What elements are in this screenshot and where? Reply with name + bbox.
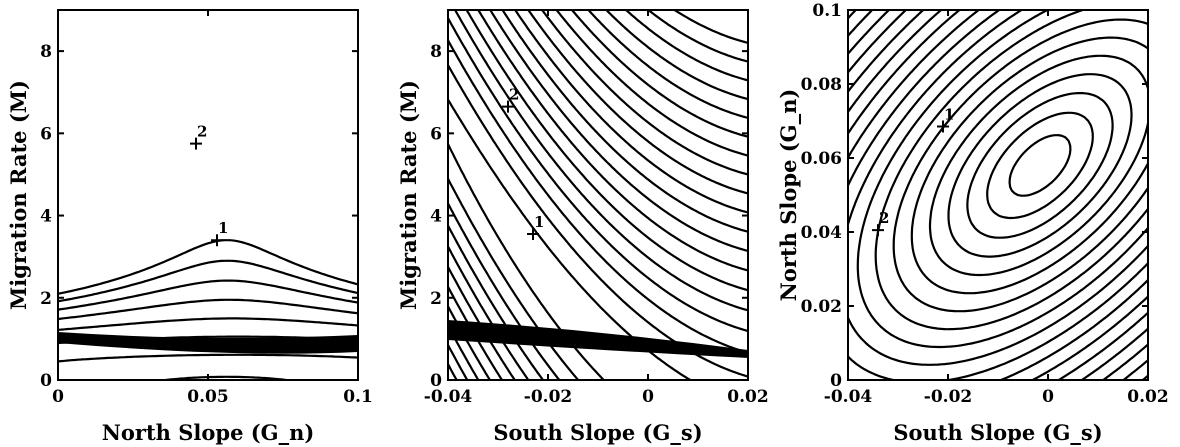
- contour-line-15: [848, 10, 1148, 380]
- contour-line-15: [587, 10, 748, 119]
- contour-line-8: [856, 10, 1148, 349]
- contour-line-2: [966, 91, 1114, 239]
- y-tick-label: 0.06: [801, 149, 842, 169]
- contour-line-19: [58, 279, 358, 311]
- contour-line-14: [848, 10, 1148, 380]
- y-tick-label: 0.08: [801, 75, 842, 95]
- x-tick-label: 0: [52, 387, 64, 407]
- y-tick-label: 4: [430, 207, 442, 227]
- y-tick-label: 0.04: [801, 223, 843, 243]
- y-tick-label: 0: [430, 371, 442, 391]
- x-tick-label: 0.02: [727, 387, 768, 407]
- x-axis-label: South Slope (G_s): [893, 420, 1102, 445]
- marker-label-1: 1: [218, 219, 228, 237]
- marker-cross-2: [872, 224, 884, 237]
- axes-frame: [847, 9, 1149, 381]
- marker-cross-2: [502, 100, 514, 113]
- contour-line-19: [673, 10, 748, 44]
- contour-line-11: [848, 10, 1148, 380]
- contour-line-4: [448, 17, 748, 380]
- contour-line-12: [848, 10, 1148, 380]
- marker-label-1: 1: [534, 213, 544, 231]
- x-tick-label: -0.04: [824, 387, 873, 407]
- y-tick-label: 0.1: [812, 1, 842, 21]
- y-tick-label: 2: [40, 289, 52, 309]
- contour-line-20: [58, 259, 358, 303]
- contour-line-18: [848, 10, 857, 20]
- y-tick-label: 6: [40, 124, 52, 144]
- dense-contour-band: [448, 320, 748, 358]
- y-tick-label: 8: [430, 42, 442, 62]
- contour-line-3: [947, 73, 1133, 258]
- panel-south-slope-vs-migration-rate: -0.04 -0.02 0 0.02 0 2 4 6 8 South Slope (G_s) Mig…: [396, 9, 769, 445]
- x-axis-label: North Slope (G_n): [102, 420, 315, 445]
- x-tick-label: 0.1: [343, 387, 373, 407]
- contour-line-17: [848, 10, 1148, 380]
- x-tick-label: 0: [1042, 387, 1054, 407]
- panel-south-slope-vs-north-slope: -0.04 -0.02 0 0.02 0 0.02 0.04 0.06 0.08 0.1 South…: [776, 1, 1169, 445]
- marker-cross-1: [211, 234, 223, 247]
- contour-line-7: [874, 10, 1148, 331]
- y-tick-label: 6: [430, 124, 442, 144]
- contour-line-13: [848, 10, 1148, 380]
- contour-line-14: [570, 10, 748, 138]
- contour-line-11: [448, 10, 748, 380]
- contour-line-17: [58, 317, 358, 331]
- y-tick-label: 8: [40, 42, 52, 62]
- y-axis-label: North Slope (G_n): [776, 89, 801, 302]
- contour-line-21: [58, 239, 358, 295]
- x-tick-label: -0.04: [424, 387, 473, 407]
- contour-line-0: [1008, 134, 1072, 197]
- contour-lines: [848, 10, 1148, 380]
- axes-frame: [57, 9, 359, 381]
- dense-contour-band: [58, 332, 358, 354]
- marker-label-2: 2: [197, 123, 207, 141]
- y-tick-label: 4: [40, 207, 52, 227]
- contour-line-10: [448, 10, 748, 380]
- marker-label-1: 1: [944, 106, 954, 124]
- y-tick-label: 0: [40, 371, 52, 391]
- x-axis-label: South Slope (G_s): [493, 420, 702, 445]
- contour-line-10: [848, 10, 1148, 380]
- marker-cross-2: [190, 137, 202, 150]
- y-tick-label: 2: [430, 289, 442, 309]
- marker-cross-1: [527, 228, 539, 241]
- x-tick-label: 0.05: [187, 387, 228, 407]
- contour-line-5: [910, 36, 1148, 295]
- contour-line-18: [58, 298, 358, 321]
- axes-frame: [447, 9, 749, 381]
- contour-line-9: [448, 10, 748, 380]
- contour-line-6: [892, 18, 1148, 313]
- y-axis-label: Migration Rate (M): [396, 80, 421, 310]
- x-tick-label: -0.02: [924, 387, 972, 407]
- contour-line-12: [541, 10, 748, 176]
- x-tick-label: 0.02: [1127, 387, 1168, 407]
- y-tick-label: 0: [830, 371, 842, 391]
- marker-label-2: 2: [879, 209, 889, 227]
- marker-cross-1: [937, 120, 949, 133]
- contour-line-18: [647, 10, 748, 63]
- y-axis-label: Migration Rate (M): [6, 80, 31, 310]
- contour-line-15: [58, 353, 358, 363]
- y-tick-label: 0.02: [801, 297, 842, 317]
- contour-lines: [58, 239, 358, 380]
- contour-line-16: [848, 10, 1148, 380]
- contour-line-1: [986, 111, 1094, 220]
- x-tick-label: 0: [642, 387, 654, 407]
- contour-lines: [448, 10, 748, 380]
- marker-label-2: 2: [509, 86, 519, 104]
- panel-north-slope-vs-migration-rate: 0 0.05 0.1 0 2 4 6 8 North Slope (G_n) Migration …: [6, 9, 373, 445]
- x-tick-label: -0.02: [524, 387, 572, 407]
